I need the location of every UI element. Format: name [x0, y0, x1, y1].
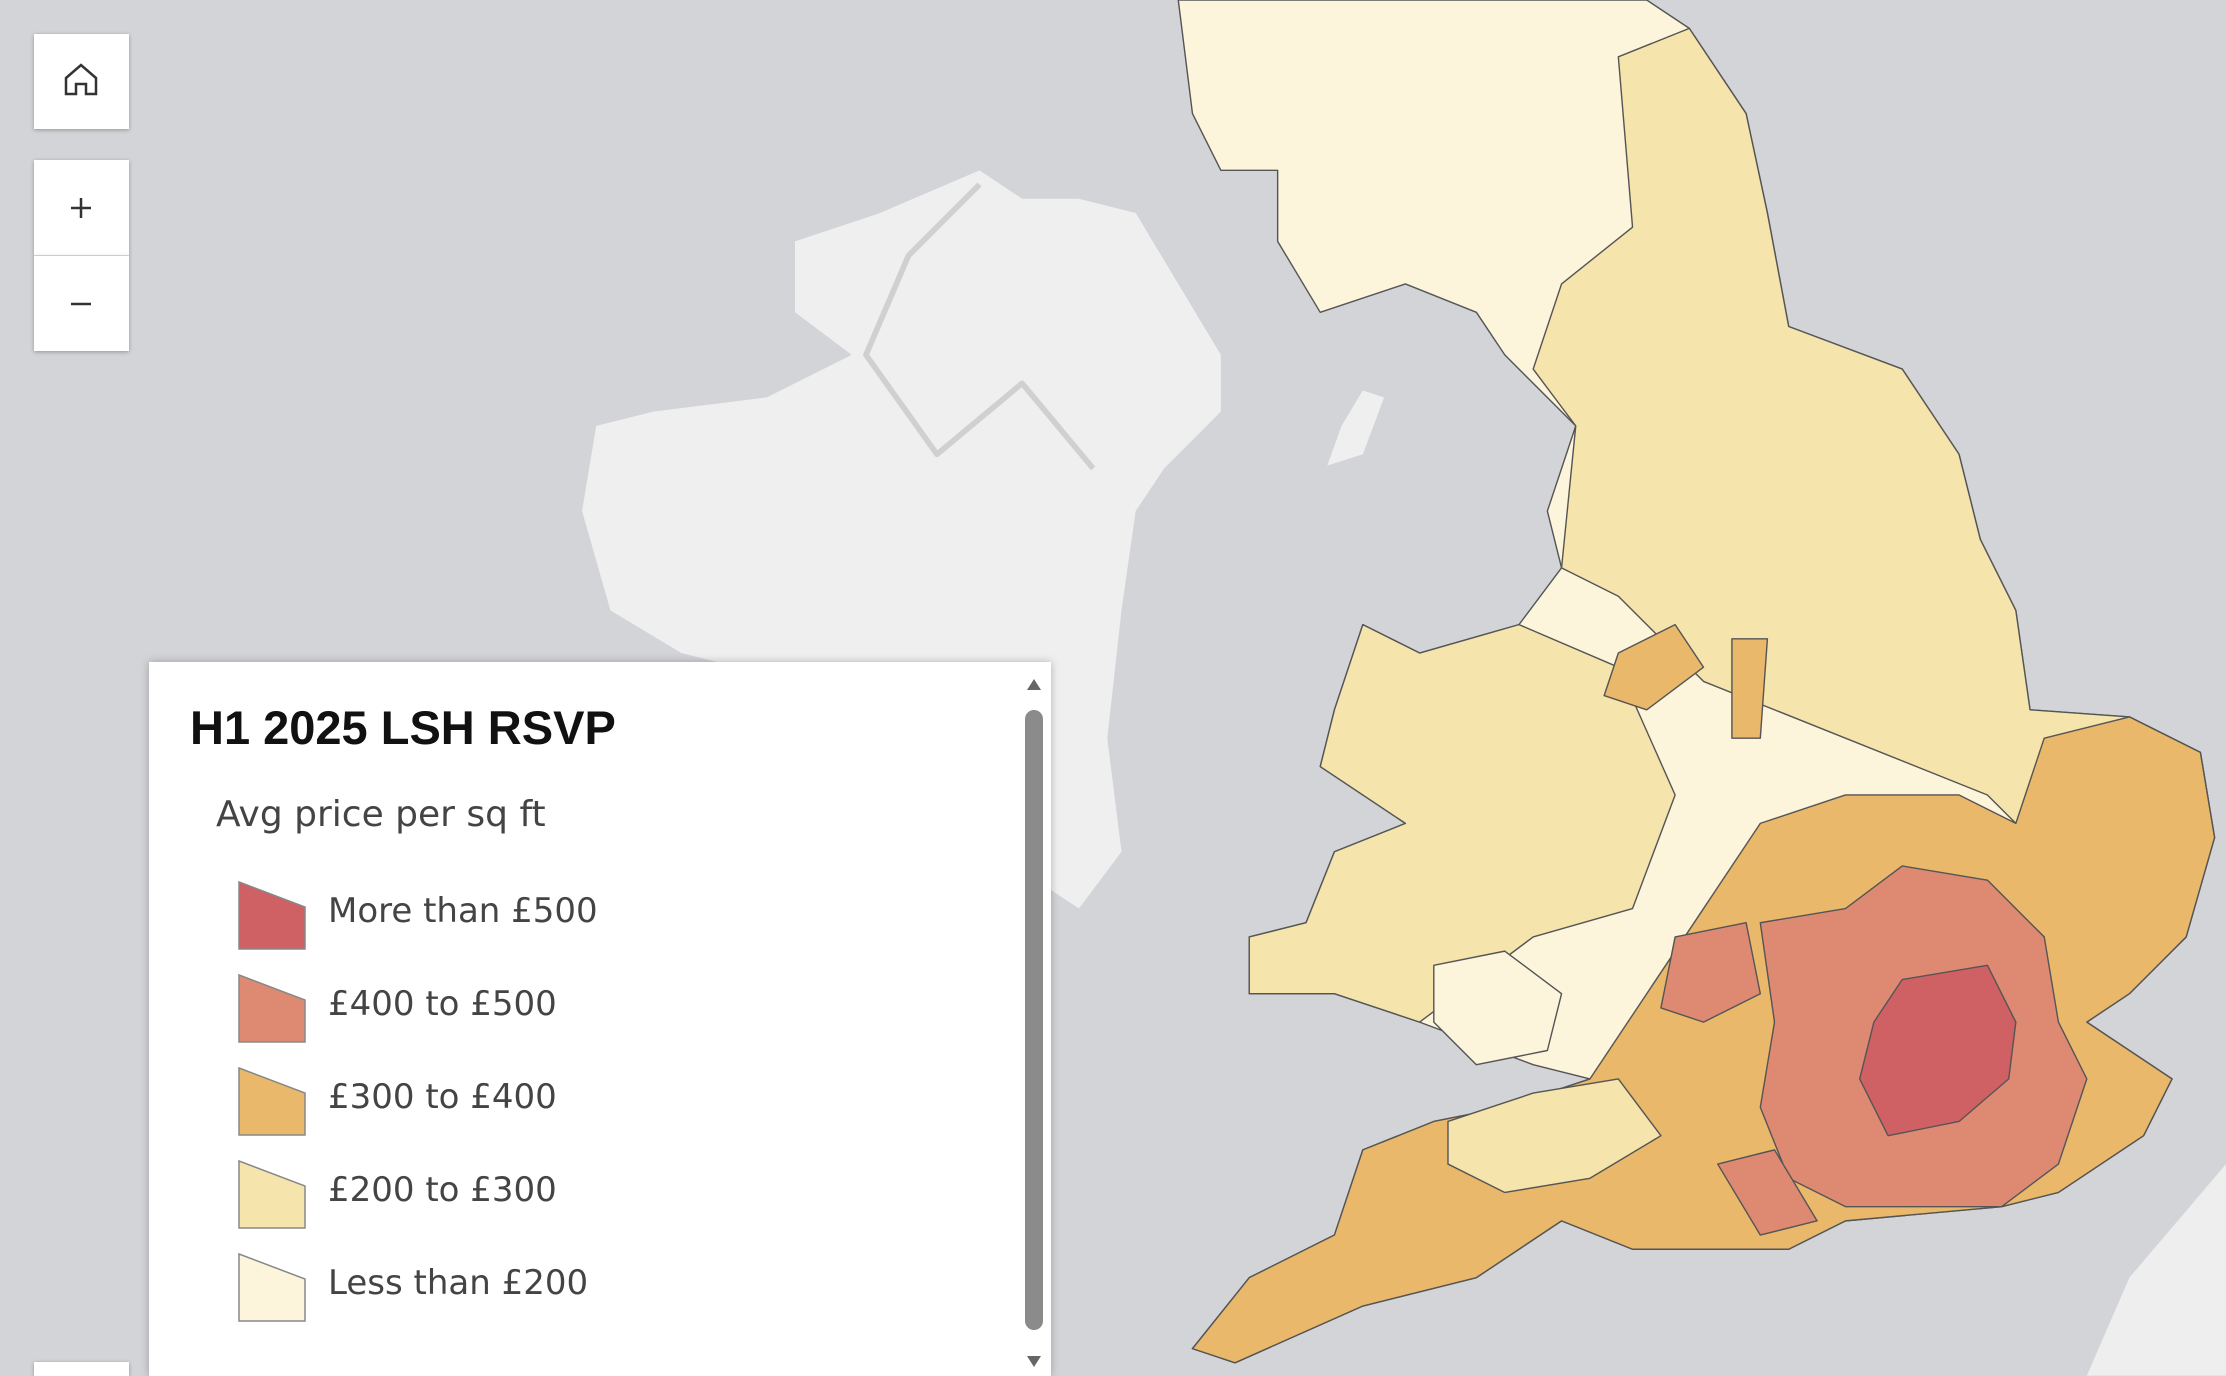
legend-title: H1 2025 LSH RSVP [190, 701, 616, 754]
region [1717, 1149, 1818, 1236]
legend-label: Less than £200 [328, 1263, 589, 1303]
swatch-shape [238, 880, 306, 950]
france [2086, 1164, 2226, 1376]
legend-item: £400 to £500 [238, 972, 938, 1043]
region [1603, 623, 1705, 711]
home-button[interactable] [34, 34, 129, 129]
region [1660, 922, 1762, 1023]
legend-label: £400 to £500 [328, 984, 557, 1024]
home-icon [64, 63, 98, 96]
border [863, 182, 1096, 471]
region [1433, 950, 1563, 1066]
legend-swatch [238, 1066, 306, 1136]
scrollbar[interactable] [1025, 710, 1043, 1330]
legend-item: More than £500 [238, 879, 938, 950]
partial-button[interactable] [34, 1362, 129, 1376]
legend-swatch [238, 880, 306, 950]
legend-swatch [238, 973, 306, 1043]
region [1447, 1078, 1662, 1194]
isle-of-man [1327, 390, 1385, 466]
legend-subtitle: Avg price per sq ft [216, 794, 546, 835]
legend-item: Less than £200 [238, 1251, 938, 1322]
legend-item: £200 to £300 [238, 1158, 938, 1229]
plus-icon [71, 198, 91, 218]
swatch-shape [238, 973, 306, 1043]
legend-label: £300 to £400 [328, 1077, 557, 1117]
ireland [582, 170, 1221, 909]
legend-swatch [238, 1159, 306, 1229]
legend-item: £300 to £400 [238, 1065, 938, 1136]
zoom-out-button[interactable] [34, 256, 129, 351]
swatch-shape [238, 1252, 306, 1322]
scroll-down[interactable] [1025, 1352, 1043, 1372]
region [1858, 964, 2017, 1137]
minus-icon [71, 302, 91, 306]
legend-label: £200 to £300 [328, 1170, 557, 1210]
swatch-shape [238, 1159, 306, 1229]
legend-panel: H1 2025 LSH RSVP Avg price per sq ft Mor… [149, 662, 1051, 1376]
legend-label: More than £500 [328, 891, 598, 931]
zoom-in-button[interactable] [34, 160, 129, 256]
region [1731, 638, 1769, 739]
scroll-up[interactable] [1025, 674, 1043, 694]
swatch-shape [238, 1066, 306, 1136]
region [1248, 623, 1676, 1023]
legend-swatch [238, 1252, 306, 1322]
